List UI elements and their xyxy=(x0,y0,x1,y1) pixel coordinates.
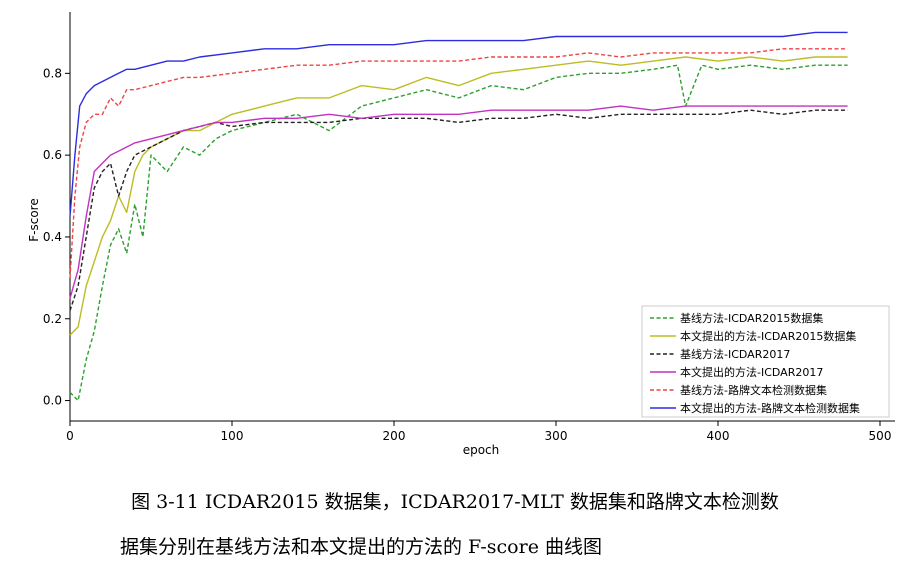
legend-frame xyxy=(641,305,890,418)
legend-label-6: 本文提出的方法-路牌文本检测数据集 xyxy=(680,401,860,415)
legend-label-2: 本文提出的方法-ICDAR2015数据集 xyxy=(680,329,856,343)
ticks: 0 100 200 300 400 500 0.0 0.2 0.4 0.6 0.8 xyxy=(43,66,892,443)
x-tick-label: 200 xyxy=(383,429,406,443)
y-tick-label: 0.0 xyxy=(43,394,62,408)
legend-label-3: 基线方法-ICDAR2017 xyxy=(680,347,790,361)
x-tick-label: 300 xyxy=(545,429,568,443)
series-line-4 xyxy=(69,105,848,299)
y-tick-label: 0.2 xyxy=(43,312,62,326)
series-line-5 xyxy=(69,48,848,278)
series-layer xyxy=(69,31,848,402)
x-tick-label: 400 xyxy=(707,429,730,443)
figure-caption-line-2: 据集分别在基线方法和本文提出的方法的 F-score 曲线图 xyxy=(120,536,602,558)
f-score-chart: 0 100 200 300 400 500 0.0 0.2 0.4 0.6 0.8 epoch F-… xyxy=(27,12,895,457)
y-tick-label: 0.8 xyxy=(43,66,62,80)
y-tick-label: 0.4 xyxy=(43,230,62,244)
legend: 基线方法-ICDAR2015数据集本文提出的方法-ICDAR2015数据集基线方… xyxy=(641,305,890,418)
legend-label-1: 基线方法-ICDAR2015数据集 xyxy=(680,311,823,325)
x-tick-label: 0 xyxy=(66,429,74,443)
y-axis-title: F-score xyxy=(27,198,41,241)
legend-label-5: 基线方法-路牌文本检测数据集 xyxy=(680,383,827,397)
series-line-6 xyxy=(69,31,848,217)
x-tick-label: 500 xyxy=(869,429,892,443)
y-tick-label: 0.6 xyxy=(43,148,62,162)
series-line-2 xyxy=(69,56,848,336)
series-line-3 xyxy=(69,109,848,311)
figure-caption-line-1: 图 3-11 ICDAR2015 数据集，ICDAR2017-MLT 数据集和路… xyxy=(131,491,779,513)
x-axis-title: epoch xyxy=(463,443,500,457)
legend-label-4: 本文提出的方法-ICDAR2017 xyxy=(680,365,823,379)
x-tick-label: 100 xyxy=(221,429,244,443)
